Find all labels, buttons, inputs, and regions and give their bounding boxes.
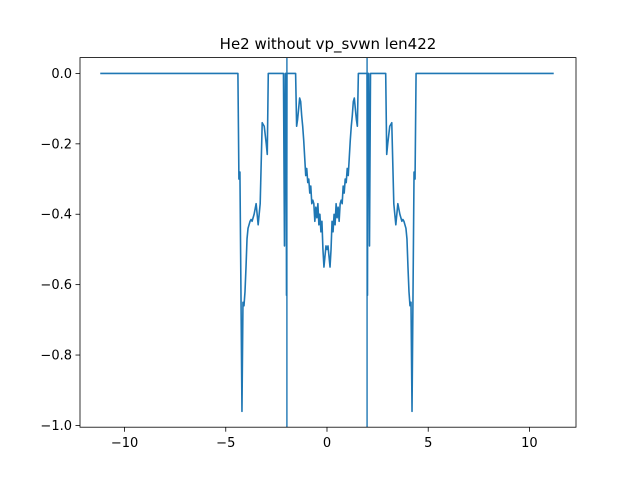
- y-tick-label: 0.0: [51, 67, 72, 82]
- x-tick-label: −10: [111, 436, 138, 451]
- plot-layer: [100, 57, 554, 428]
- series-line-0: [100, 72, 554, 413]
- x-tick-label: 10: [521, 436, 538, 451]
- y-tick-label: −0.4: [40, 208, 72, 223]
- y-tick-label: −0.8: [40, 349, 72, 364]
- x-tick-label: 5: [424, 436, 432, 451]
- y-tick-label: −0.2: [40, 137, 72, 152]
- axes-frame: [79, 57, 577, 428]
- ticks-layer: −10 −5 0 5 10 0.0 −0.2 −0.4 −0.6 −0.8 −1.0: [40, 67, 537, 451]
- y-tick-label: −0.6: [40, 278, 72, 293]
- chart-title: He2 without vp_svwn len422: [220, 35, 437, 54]
- x-tick-label: 0: [323, 436, 331, 451]
- x-tick-label: −5: [216, 436, 235, 451]
- y-tick-label: −1.0: [40, 419, 72, 434]
